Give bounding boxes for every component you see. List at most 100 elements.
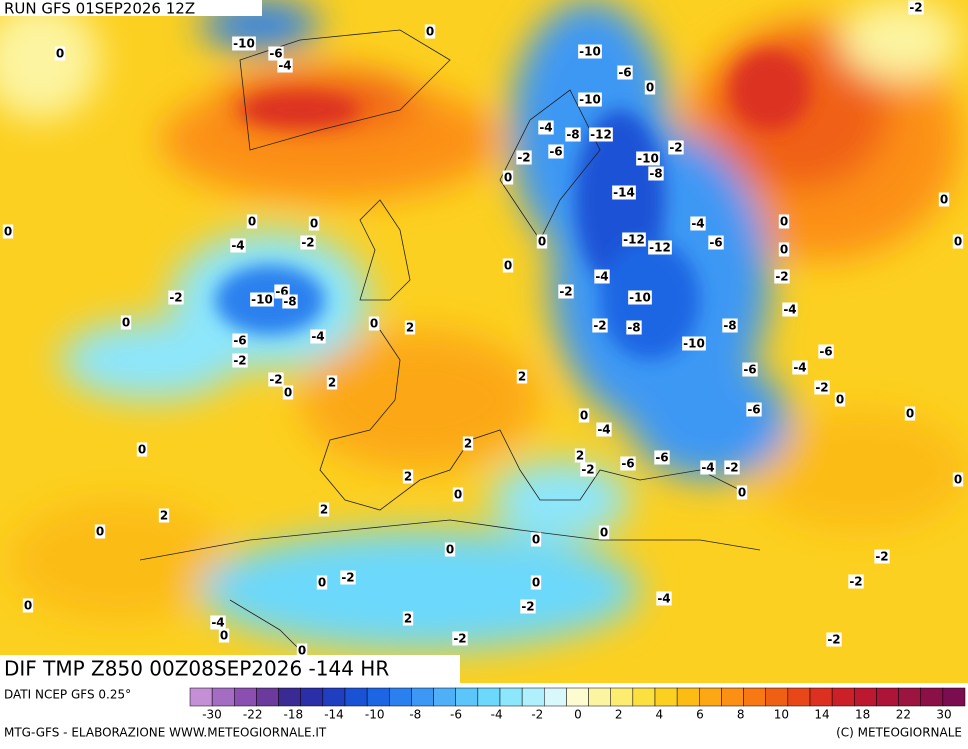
- colorbar-tick-label: -4: [491, 708, 503, 722]
- colorbar-tick-label: -14: [324, 708, 344, 722]
- colorbar-swatch: [676, 687, 700, 707]
- contour-label: -4: [211, 616, 224, 630]
- label-box: [452, 487, 464, 502]
- contour-label: -8: [627, 321, 640, 335]
- colorbar-swatch: [787, 687, 811, 707]
- contour-label: -4: [539, 121, 552, 135]
- label-box: [210, 615, 226, 630]
- label-box: [277, 58, 293, 73]
- label-box: [516, 369, 528, 384]
- contour-label: -6: [709, 236, 722, 250]
- contour-label: 0: [940, 193, 948, 207]
- colorbar-swatch: [455, 687, 479, 707]
- label-box: [424, 24, 436, 39]
- label-box: [617, 65, 633, 80]
- contour-label: -2: [909, 1, 922, 15]
- label-box: [326, 375, 338, 390]
- contour-label: -2: [301, 236, 314, 250]
- contour-label: -2: [521, 600, 534, 614]
- label-box: [628, 290, 652, 305]
- contour-label: -10: [579, 45, 601, 59]
- label-box: [530, 532, 542, 547]
- label-box: [592, 318, 608, 333]
- label-box: [938, 192, 950, 207]
- label-box: [2, 224, 14, 239]
- label-box: [682, 336, 706, 351]
- colorbar-tick-label: -6: [450, 708, 462, 722]
- label-box: [246, 214, 258, 229]
- label-box: [782, 302, 798, 317]
- contour-label: -8: [649, 167, 662, 181]
- colorbar-swatch: [322, 687, 346, 707]
- colorbar-swatch: [366, 687, 390, 707]
- contour-label: 2: [576, 449, 584, 463]
- contour-label: -8: [566, 128, 579, 142]
- label-box: [158, 508, 170, 523]
- label-box: [308, 216, 320, 231]
- contour-label: -4: [657, 592, 670, 606]
- contour-label: 0: [370, 317, 378, 331]
- label-box: [282, 294, 298, 309]
- label-box: [548, 144, 564, 159]
- colorbar-swatch: [566, 687, 589, 707]
- label-box: [402, 611, 414, 626]
- contour-label: 0: [580, 409, 588, 423]
- header-box: [0, 0, 262, 16]
- label-box: [598, 525, 610, 540]
- contour-label: -2: [169, 291, 182, 305]
- label-box: [282, 385, 294, 400]
- contour-label: 2: [404, 612, 412, 626]
- label-box: [462, 436, 474, 451]
- contour-label: 0: [446, 543, 454, 557]
- label-box: [580, 462, 596, 477]
- contour-label: 2: [320, 503, 328, 517]
- contour-label: 0: [122, 316, 130, 330]
- label-box: [402, 469, 414, 484]
- colorbar-swatch: [256, 687, 279, 707]
- colorbar-tick-label: 14: [814, 708, 829, 722]
- label-box: [724, 460, 740, 475]
- colorbar-swatch: [234, 687, 257, 707]
- label-box: [502, 258, 514, 273]
- colorbar-swatch: [765, 687, 789, 707]
- label-box: [596, 422, 612, 437]
- label-box: [318, 502, 330, 517]
- label-box: [792, 360, 808, 375]
- label-box: [648, 166, 664, 181]
- colorbar-tick-label: 10: [774, 708, 789, 722]
- contour-label: -4: [595, 270, 608, 284]
- contour-label: -6: [747, 403, 760, 417]
- contour-label: -12: [649, 241, 671, 255]
- colorbar-tick-label: -22: [243, 708, 263, 722]
- contour-label: 2: [404, 470, 412, 484]
- label-box: [452, 631, 468, 646]
- contour-label: 0: [504, 171, 512, 185]
- label-box: [848, 574, 864, 589]
- colorbar-tick-label: -8: [409, 708, 421, 722]
- contour-label: -4: [597, 423, 610, 437]
- colorbar-swatch: [588, 687, 611, 707]
- contour-label: 0: [954, 235, 962, 249]
- contour-label: -2: [341, 571, 354, 585]
- contour-label: -2: [593, 319, 606, 333]
- label-box: [814, 380, 830, 395]
- contour-label: -6: [743, 363, 756, 377]
- colorbar-tick-label: 6: [696, 708, 704, 722]
- contour-label: 0: [532, 576, 540, 590]
- colorbar-tick-label: 30: [936, 708, 951, 722]
- colorbar-swatch: [831, 687, 855, 707]
- copyright: (C) METEOGIORNALE: [836, 726, 962, 740]
- contour-label: -4: [691, 217, 704, 231]
- colorbar-tick-label: 22: [896, 708, 911, 722]
- contour-label: -6: [233, 334, 246, 348]
- map-title-box: [0, 655, 460, 683]
- contour-label: -10: [233, 37, 255, 51]
- contour-label: 0: [836, 393, 844, 407]
- colorbar-tick-label: 0: [574, 708, 582, 722]
- colorbar-swatch: [411, 687, 434, 707]
- label-box: [690, 216, 706, 231]
- contour-label: -2: [453, 632, 466, 646]
- label-box: [136, 442, 148, 457]
